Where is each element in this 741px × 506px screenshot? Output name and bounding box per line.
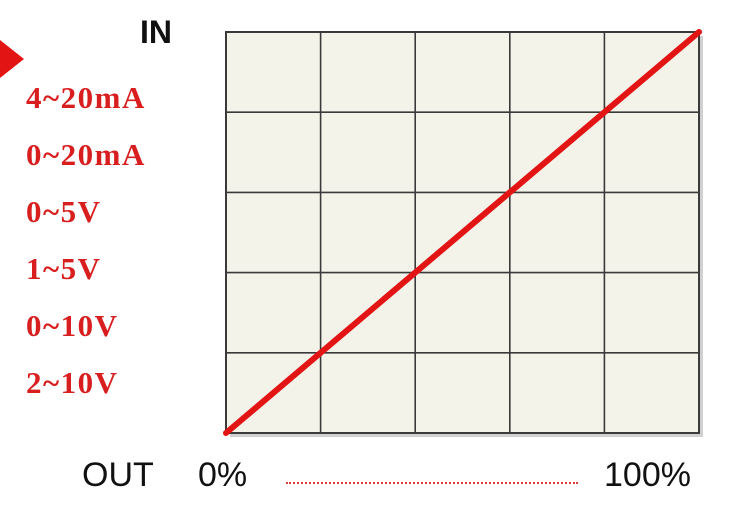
input-range-0-5v: 0~5V [26,194,102,229]
output-max-label: 100% [604,456,691,494]
input-range-4-20ma: 4~20mA [26,80,146,115]
input-axis-label: IN [140,14,172,50]
input-range-2-10v: 2~10V [26,365,119,400]
plot-frame [225,31,700,434]
output-range-dotted-line [286,482,578,484]
input-range-list: 4~20mA 0~20mA 0~5V 1~5V 0~10V 2~10V [26,78,146,411]
output-min-label: 0% [198,456,248,494]
input-range-0-10v: 0~10V [26,308,119,343]
input-range-0-20ma: 0~20mA [26,137,146,172]
series-line-0 [223,29,702,436]
indicator-arrow-icon [0,40,24,78]
output-axis-label: OUT [82,456,154,494]
input-range-1-5v: 1~5V [26,251,102,286]
